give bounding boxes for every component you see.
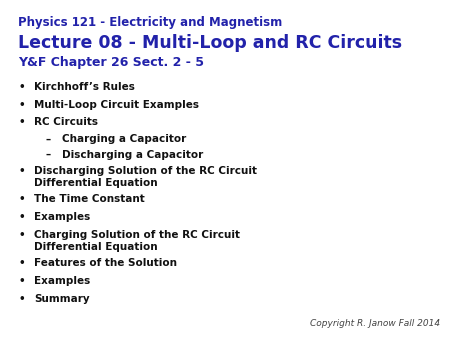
Text: Charging a Capacitor: Charging a Capacitor — [62, 135, 186, 145]
Text: Y&F Chapter 26 Sect. 2 - 5: Y&F Chapter 26 Sect. 2 - 5 — [18, 56, 204, 69]
Text: •: • — [18, 82, 25, 92]
Text: –: – — [46, 150, 51, 160]
Text: Summary: Summary — [34, 293, 90, 304]
Text: Lecture 08 - Multi-Loop and RC Circuits: Lecture 08 - Multi-Loop and RC Circuits — [18, 34, 402, 52]
Text: The Time Constant: The Time Constant — [34, 194, 145, 204]
Text: •: • — [18, 293, 25, 304]
Text: Examples: Examples — [34, 212, 90, 222]
Text: •: • — [18, 276, 25, 286]
Text: •: • — [18, 230, 25, 240]
Text: Discharging Solution of the RC Circuit
Differential Equation: Discharging Solution of the RC Circuit D… — [34, 166, 257, 188]
Text: Physics 121 - Electricity and Magnetism: Physics 121 - Electricity and Magnetism — [18, 16, 282, 29]
Text: •: • — [18, 117, 25, 127]
Text: •: • — [18, 99, 25, 110]
Text: •: • — [18, 166, 25, 175]
Text: RC Circuits: RC Circuits — [34, 117, 98, 127]
Text: Charging Solution of the RC Circuit
Differential Equation: Charging Solution of the RC Circuit Diff… — [34, 230, 240, 252]
Text: Discharging a Capacitor: Discharging a Capacitor — [62, 150, 203, 160]
Text: •: • — [18, 212, 25, 222]
Text: Examples: Examples — [34, 276, 90, 286]
Text: •: • — [18, 194, 25, 204]
Text: Copyright R. Janow Fall 2014: Copyright R. Janow Fall 2014 — [310, 319, 440, 328]
Text: Features of the Solution: Features of the Solution — [34, 259, 177, 268]
Text: •: • — [18, 259, 25, 268]
Text: Kirchhoff’s Rules: Kirchhoff’s Rules — [34, 82, 135, 92]
Text: Multi-Loop Circuit Examples: Multi-Loop Circuit Examples — [34, 99, 199, 110]
Text: –: – — [46, 135, 51, 145]
